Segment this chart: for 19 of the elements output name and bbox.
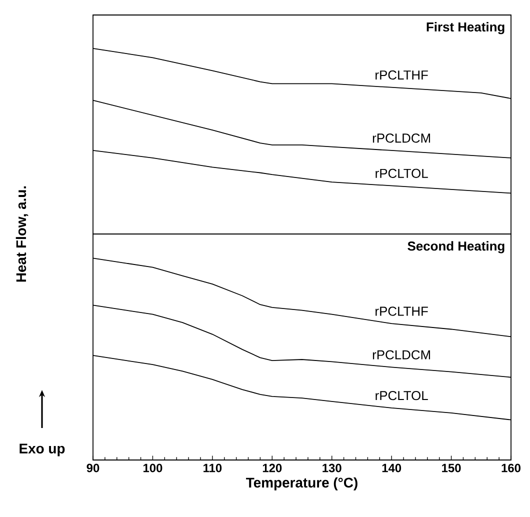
x-tick-label: 110 [204, 464, 222, 472]
x-tick-label: 150 [442, 464, 461, 472]
x-tick-label: 160 [502, 464, 520, 472]
series-label: rPCLTOL [376, 168, 428, 178]
text: Exo up [20, 444, 65, 456]
chart-title: First Heating [426, 22, 504, 34]
series-label: rPCLDCM [372, 350, 430, 360]
series-label: rPCLDCM [372, 134, 430, 143]
x-axis-title: Temperature (°C) [246, 477, 358, 490]
series-label: rPCLTHF [376, 70, 428, 80]
x-tick-label: 120 [262, 464, 282, 472]
series-label: rPCLTHF [376, 306, 428, 316]
x-tick-label: 140 [382, 464, 402, 472]
x-tick-label: 100 [143, 464, 162, 472]
x-tick-label: 90 [86, 464, 100, 472]
series-label: rPCLTOL [376, 390, 428, 400]
chart-title: Second Heating [408, 241, 504, 254]
y-axis-title: Heat Flow, a.u. [16, 186, 28, 282]
x-tick-label: 130 [322, 464, 342, 472]
